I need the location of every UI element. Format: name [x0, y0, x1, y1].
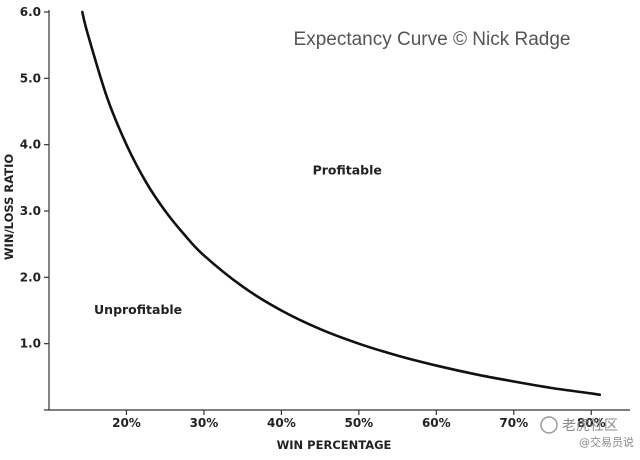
x-tick-label: 60% — [422, 416, 451, 430]
y-axis-label: WIN/LOSS RATIO — [2, 154, 16, 261]
watermark-name: 老虎社区 — [562, 418, 618, 434]
watermark-logo-icon — [540, 416, 558, 434]
y-tick-label: 1.0 — [20, 337, 41, 351]
x-tick-label: 40% — [267, 416, 296, 430]
y-tick-label: 3.0 — [20, 204, 41, 218]
tick-labels: 1.0 2.0 3.0 4.0 5.0 6.0 20% 30% 40% 50% 60% 70% 80% — [20, 5, 606, 430]
x-tick-label: 80% — [577, 416, 606, 430]
y-tick-label: 6.0 — [20, 5, 41, 19]
x-tick-label: 50% — [344, 416, 373, 430]
watermark: 老虎社区 @交易员说 — [540, 416, 634, 449]
x-tick-label: 70% — [499, 416, 528, 430]
region-annotation: Unprofitable — [94, 302, 182, 317]
y-tick-label: 2.0 — [20, 270, 41, 284]
x-axis-label: WIN PERCENTAGE — [277, 438, 392, 452]
watermark-handle: @交易员说 — [579, 435, 634, 449]
tick-marks — [44, 11, 592, 415]
chart-title: Expectancy Curve © Nick Radge — [294, 29, 571, 50]
y-tick-label: 5.0 — [20, 71, 41, 85]
x-tick-label: 20% — [112, 416, 141, 430]
annotations: Profitable Unprofitable — [94, 163, 382, 317]
axes — [48, 10, 630, 411]
expectancy-curve — [81, 10, 602, 397]
y-tick-label: 4.0 — [20, 138, 41, 152]
region-annotation: Profitable — [313, 163, 382, 178]
x-tick-label: 30% — [190, 416, 219, 430]
